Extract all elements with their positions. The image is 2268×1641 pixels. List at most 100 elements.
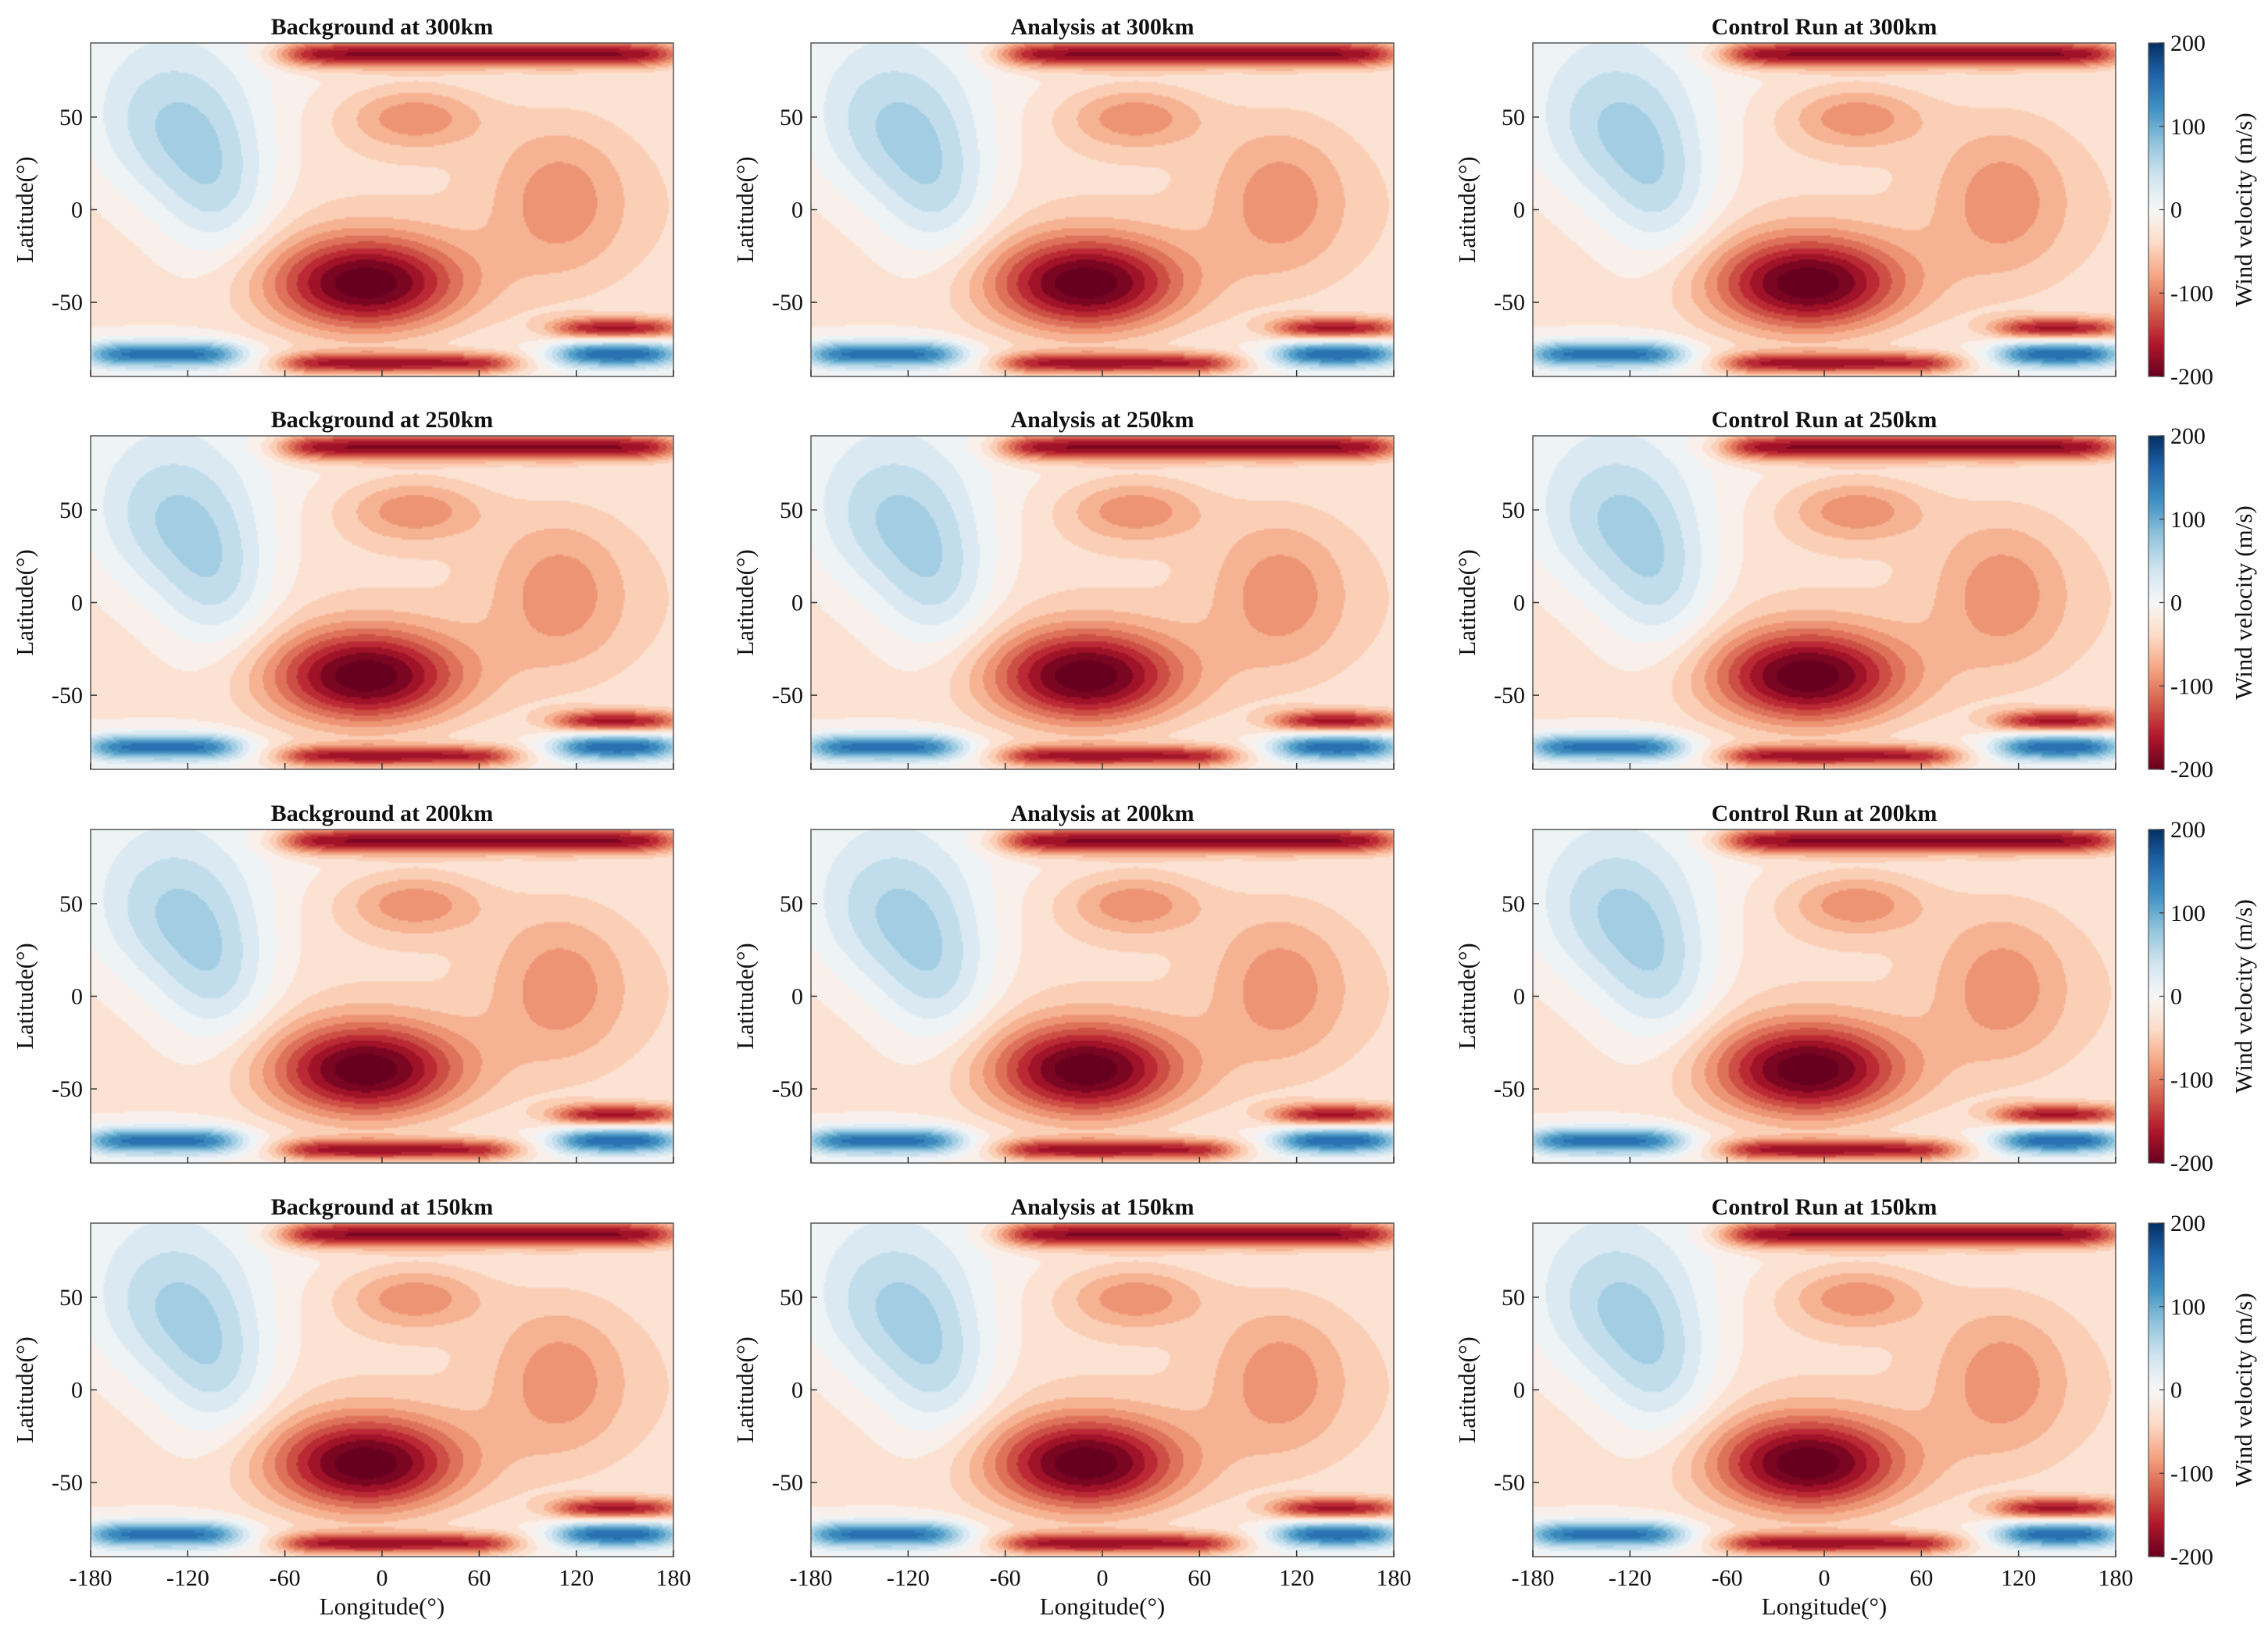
colorbar-tick-label: 100 — [2170, 114, 2205, 140]
colorbar: 200 100 0 -100 -200 Wind velocity (m/s) — [2148, 1211, 2257, 1570]
x-tick-label: 0 — [377, 1565, 388, 1591]
y-tick-label: -50 — [1494, 290, 1525, 316]
x-tick-label: 60 — [1909, 1565, 1933, 1591]
y-axis-label: Latitude(°) — [1453, 549, 1480, 655]
panel-title: Analysis at 200km — [1010, 801, 1194, 826]
x-axis-label: Longitude(°) — [1040, 1593, 1165, 1620]
y-tick-label: 0 — [71, 1378, 83, 1404]
x-tick-label: 180 — [656, 1565, 691, 1591]
colorbar-tick-label: 200 — [2170, 1211, 2205, 1236]
y-tick-label: 0 — [71, 198, 83, 223]
y-axis-label: Latitude(°) — [1453, 943, 1480, 1049]
y-axis-label: Latitude(°) — [731, 156, 759, 262]
colorbar-tick-label: -200 — [2170, 757, 2213, 783]
colorbar-tick-label: 0 — [2170, 590, 2182, 616]
x-tick-label: 0 — [1097, 1565, 1109, 1591]
x-tick-label: -180 — [1512, 1565, 1555, 1591]
wind-field-heatmap — [1533, 829, 2116, 1163]
panel: Control Run at 250km 50 0 -50 Latitude(°) — [1453, 407, 2116, 770]
y-tick-label: 50 — [780, 1285, 803, 1311]
x-tick-label: -180 — [790, 1565, 833, 1591]
x-tick-label: 120 — [1279, 1565, 1314, 1591]
y-axis-label: Latitude(°) — [1453, 1336, 1480, 1443]
panel: Background at 200km 50 0 -50 Latitude(°) — [11, 801, 674, 1164]
colorbar-label: Wind velocity (m/s) — [2230, 112, 2257, 306]
wind-field-heatmap — [1533, 1223, 2116, 1557]
y-axis-label: Latitude(°) — [11, 943, 38, 1049]
y-axis-label: Latitude(°) — [1453, 156, 1480, 262]
x-tick-label: -60 — [990, 1565, 1021, 1591]
y-axis-label: Latitude(°) — [731, 943, 759, 1049]
panel-title: Control Run at 200km — [1712, 801, 1938, 826]
colorbars: 200 100 0 -100 -200 Wind velocity (m/s) 200 100… — [2148, 30, 2257, 1570]
y-tick-label: -50 — [1494, 1470, 1525, 1496]
x-tick-label: 0 — [1819, 1565, 1830, 1591]
y-tick-label: 50 — [59, 498, 83, 523]
wind-field-heatmap — [91, 829, 673, 1163]
colorbar-tick-label: 0 — [2170, 984, 2182, 1010]
panel: Control Run at 150km 50 0 -50 Latitude(°) -18… — [1453, 1194, 2134, 1620]
panel: Analysis at 250km 50 0 -50 Latitude(°) — [731, 407, 1395, 770]
wind-field-heatmap — [1533, 436, 2116, 769]
wind-field-heatmap — [811, 829, 1394, 1163]
x-tick-label: 120 — [559, 1565, 594, 1591]
panel-title: Control Run at 150km — [1712, 1194, 1938, 1220]
x-tick-label: -180 — [70, 1565, 113, 1591]
x-axis-label: Longitude(°) — [1762, 1593, 1887, 1620]
wind-field-heatmap — [811, 1223, 1394, 1557]
colorbar-tick-label: 200 — [2170, 817, 2205, 843]
x-tick-label: -60 — [270, 1565, 301, 1591]
y-tick-label: -50 — [772, 683, 803, 708]
colorbar-label: Wind velocity (m/s) — [2230, 1293, 2257, 1486]
colorbar-tick-label: 0 — [2170, 1378, 2182, 1404]
colorbar-label: Wind velocity (m/s) — [2230, 899, 2257, 1093]
y-tick-label: 0 — [1513, 198, 1525, 223]
y-tick-label: -50 — [772, 290, 803, 316]
y-tick-label: 50 — [1502, 105, 1525, 130]
colorbar-tick-label: -200 — [2170, 364, 2213, 390]
wind-field-heatmap — [91, 1223, 673, 1557]
x-tick-label: -120 — [1609, 1565, 1652, 1591]
colorbar: 200 100 0 -100 -200 Wind velocity (m/s) — [2148, 30, 2257, 390]
panel: Analysis at 200km 50 0 -50 Latitude(°) — [731, 801, 1395, 1164]
y-tick-label: 0 — [71, 590, 83, 616]
y-tick-label: 0 — [791, 1378, 803, 1404]
panel: Background at 150km 50 0 -50 Latitude(°) -180… — [11, 1194, 691, 1620]
y-tick-label: 50 — [780, 498, 803, 523]
y-tick-label: -50 — [772, 1076, 803, 1102]
y-tick-label: -50 — [772, 1470, 803, 1496]
x-tick-label: 120 — [2001, 1565, 2036, 1591]
colorbar-tick-label: 200 — [2170, 423, 2205, 449]
x-tick-label: -120 — [887, 1565, 930, 1591]
y-axis-label: Latitude(°) — [11, 156, 38, 262]
panel-title: Background at 200km — [271, 801, 494, 826]
wind-field-heatmap — [811, 43, 1394, 376]
y-tick-label: -50 — [52, 683, 83, 708]
wind-field-heatmap — [1533, 43, 2116, 376]
colorbar-label: Wind velocity (m/s) — [2230, 505, 2257, 699]
panel-title: Analysis at 300km — [1010, 14, 1194, 40]
panel: Analysis at 150km 50 0 -50 Latitude(°) -180 -1… — [731, 1194, 1412, 1620]
colorbar-tick-label: 100 — [2170, 901, 2205, 926]
colorbar-tick-label: 200 — [2170, 30, 2205, 56]
panel: Background at 250km 50 0 -50 Latitude(°) — [11, 407, 674, 770]
x-tick-label: -60 — [1712, 1565, 1743, 1591]
panel-title: Background at 250km — [271, 407, 494, 433]
y-tick-label: 50 — [59, 891, 83, 917]
y-axis-label: Latitude(°) — [731, 549, 759, 655]
x-tick-label: 180 — [1377, 1565, 1412, 1591]
colorbar: 200 100 0 -100 -200 Wind velocity (m/s) — [2148, 423, 2257, 783]
y-tick-label: 50 — [59, 1285, 83, 1311]
colorbar-tick-label: -100 — [2170, 1067, 2213, 1093]
panel: Analysis at 300km 50 0 -50 Latitude(°) — [731, 14, 1395, 377]
y-tick-label: 50 — [780, 891, 803, 917]
x-tick-label: 60 — [467, 1565, 491, 1591]
y-tick-label: 0 — [1513, 590, 1525, 616]
y-tick-label: -50 — [1494, 1076, 1525, 1102]
y-tick-label: -50 — [52, 1076, 83, 1102]
panel-title: Analysis at 250km — [1010, 407, 1194, 433]
wind-field-heatmap — [91, 436, 673, 769]
y-tick-label: 50 — [780, 105, 803, 130]
wind-field-heatmap — [811, 436, 1394, 769]
